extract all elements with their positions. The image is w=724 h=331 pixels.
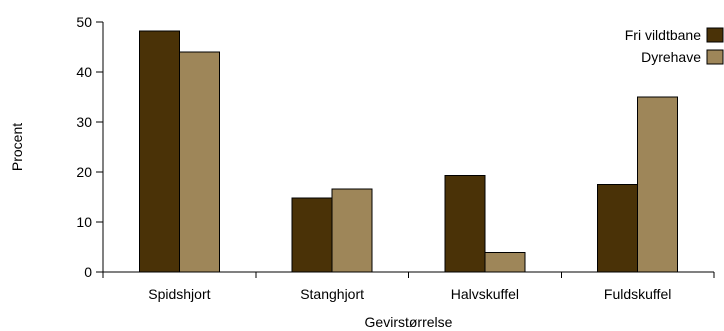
y-tick-label: 40 [76,64,92,80]
bar-dyrehave [484,252,526,273]
legend-swatch [706,49,724,65]
y-tick-label: 0 [84,264,92,280]
x-category-label: Halvskuffel [451,286,519,302]
bar-dyrehave [637,96,679,273]
y-tick-label: 30 [76,114,92,130]
bar-fri-vildtbane [291,197,333,273]
x-category-label: Fuldskuffel [604,286,671,302]
y-tick-label: 20 [76,164,92,180]
legend: Fri vildtbane Dyrehave [625,27,724,65]
bar-dyrehave [331,188,373,273]
x-category-label: Stanghjort [300,286,364,302]
bar-dyrehave [178,51,220,273]
bar-fri-vildtbane [444,175,486,273]
x-axis-title: Gevirstørrelse [365,314,453,330]
legend-label: Dyrehave [641,49,701,65]
x-ticks: Spidshjort Stanghjort Halvskuffel Fuldskuff… [102,272,715,302]
y-axis-title: Procent [9,123,25,171]
y-axis: 0 10 20 30 40 50 [76,14,104,280]
legend-label: Fri vildtbane [625,27,701,43]
bar-fri-vildtbane [597,184,639,273]
legend-swatch [706,27,724,43]
x-axis: Spidshjort Stanghjort Halvskuffel Fuldskuff… [102,271,715,302]
y-tick-label: 50 [76,14,92,30]
bars [138,30,679,273]
y-ticks: 0 10 20 30 40 50 [76,14,103,280]
x-category-label: Spidshjort [148,286,210,302]
bar-fri-vildtbane [138,30,180,273]
y-tick-label: 10 [76,214,92,230]
